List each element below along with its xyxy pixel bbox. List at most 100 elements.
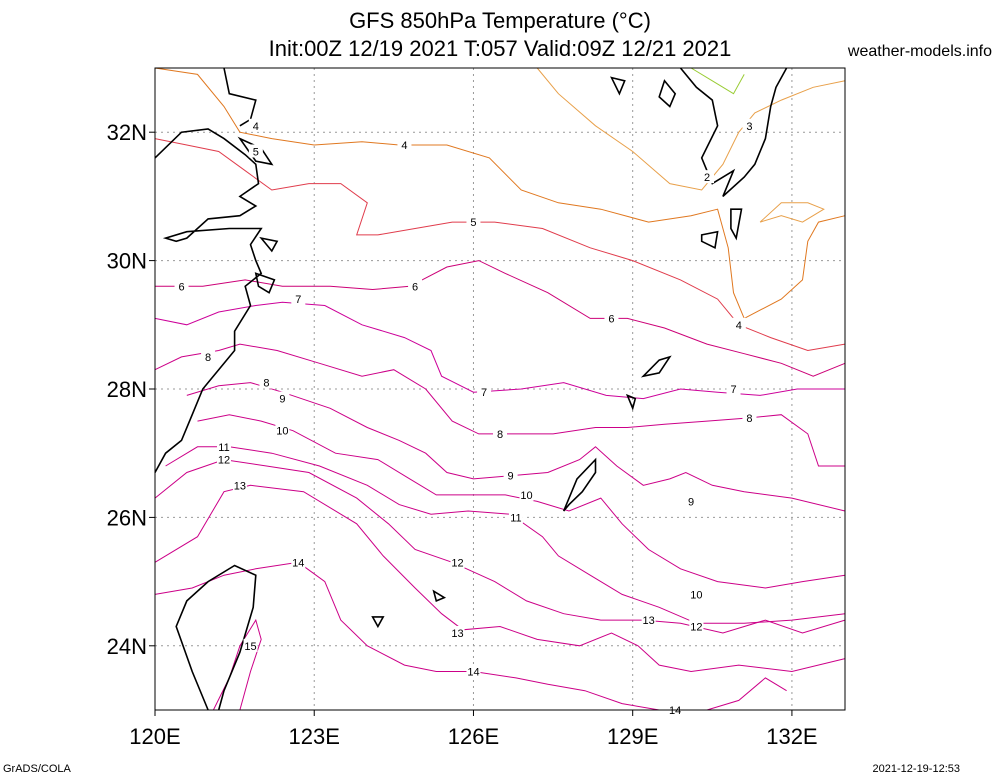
contour-label: 13 [451, 628, 463, 640]
contour-label-bg [217, 439, 231, 453]
footer-timestamp: 2021-12-19-12:53 [872, 763, 960, 775]
contour-line [154, 343, 845, 467]
contour-label-bg [275, 391, 290, 405]
y-tick-label: 32N [107, 120, 147, 145]
contour-label-bg [493, 426, 507, 440]
coastline [154, 128, 263, 473]
coastline [730, 208, 743, 241]
contour-label: 7 [295, 294, 301, 306]
y-tick-label: 28N [107, 377, 147, 402]
contour-label-bg [519, 487, 534, 501]
contour-label-bg [243, 638, 258, 652]
contour-label: 14 [467, 666, 479, 678]
contour-label-bg [503, 468, 518, 482]
contour-label: 4 [253, 121, 259, 133]
contour-label: 4 [736, 320, 742, 332]
x-tick-label: 129E [607, 724, 658, 749]
contour-label: 12 [451, 557, 463, 569]
contour-line [154, 561, 787, 711]
contour-label-bg [201, 349, 216, 363]
contour-label: 7 [481, 387, 487, 399]
contour-label: 14 [292, 557, 304, 569]
contour-label-bg [684, 494, 699, 508]
coastline [679, 67, 788, 197]
contour-label-bg [742, 410, 757, 424]
coastline [640, 355, 672, 378]
contour-line [155, 260, 846, 377]
contour-label-bg [408, 279, 423, 293]
contour-label: 8 [497, 429, 503, 441]
contour-label-bg [700, 170, 714, 184]
coastlines [154, 67, 788, 711]
contour-label: 5 [253, 146, 259, 158]
contour-label-bg [248, 118, 263, 132]
y-tick-label: 24N [107, 634, 147, 659]
contour-label: 12 [690, 622, 702, 634]
y-tick-label: 26N [107, 505, 147, 530]
contour-line [154, 301, 845, 400]
grid-lines [155, 68, 845, 710]
contour-line [536, 67, 846, 191]
coastline [432, 589, 447, 602]
contour-line [154, 67, 846, 320]
map-subtitle: Init:00Z 12/19 2021 T:057 Valid:09Z 12/2… [268, 36, 732, 61]
contour-label-bg [508, 510, 523, 524]
contour-line [759, 202, 825, 223]
contour-labels: 2344455666777888899910101011111112121213… [174, 118, 757, 717]
contour-label-bg [477, 385, 492, 399]
contour-label: 8 [263, 378, 269, 390]
contour-line [212, 618, 262, 711]
contour-label: 4 [401, 140, 407, 152]
contour-label: 14 [669, 705, 681, 717]
coastline [700, 230, 719, 249]
contour-label: 13 [234, 480, 246, 492]
contour-label-bg [397, 138, 412, 152]
y-tick-label: 30N [107, 249, 147, 274]
coastline [175, 564, 257, 711]
contour-label-bg [450, 555, 465, 569]
contour-label-bg [689, 587, 704, 601]
contour-label: 9 [279, 394, 285, 406]
coastline [625, 393, 637, 411]
contour-label-bg [174, 279, 189, 293]
contour-label-bg [731, 317, 746, 331]
contour-label-bg [232, 478, 247, 492]
contour-label: 5 [470, 217, 476, 229]
contour-label: 15 [244, 641, 256, 653]
x-tick-label: 120E [129, 724, 180, 749]
contour-label: 10 [276, 426, 288, 438]
contour-label-bg [291, 555, 306, 569]
contour-label-bg [604, 311, 619, 325]
contour-label: 9 [508, 471, 514, 483]
contour-label: 6 [412, 281, 418, 293]
contour-label: 8 [205, 352, 211, 364]
contour-label-bg [742, 118, 757, 132]
contour-label-bg [641, 613, 656, 627]
contour-label-bg [259, 375, 274, 389]
contour-line [154, 459, 846, 634]
contour-label: 6 [608, 313, 614, 325]
contour-label: 9 [688, 496, 694, 508]
contour-label: 7 [730, 384, 736, 396]
map-title: GFS 850hPa Temperature (°C) [349, 8, 651, 33]
x-tick-label: 126E [448, 724, 499, 749]
contour-label-bg [689, 619, 704, 633]
contour-label-bg [248, 144, 263, 158]
coastline [562, 457, 597, 512]
contour-label: 13 [642, 615, 654, 627]
contour-line [154, 484, 846, 673]
contour-label: 11 [510, 512, 521, 524]
contour-line [690, 67, 745, 95]
coastline [223, 67, 257, 127]
contour-label: 10 [520, 490, 532, 502]
contour-line [186, 382, 846, 512]
contour-label: 10 [690, 589, 702, 601]
contour-label-bg [726, 382, 741, 395]
contour-label: 2 [704, 172, 710, 184]
coastline [371, 616, 385, 629]
contour-label-bg [291, 292, 306, 306]
contour-label-bg [217, 452, 231, 466]
contour-label: 11 [218, 442, 229, 454]
coastline [658, 79, 677, 108]
